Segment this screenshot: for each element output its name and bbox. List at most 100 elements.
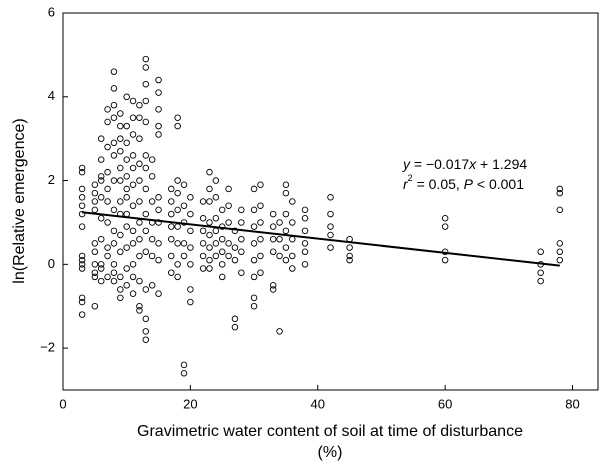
point	[282, 189, 290, 197]
point	[168, 210, 175, 218]
point	[155, 106, 162, 113]
point	[148, 235, 156, 243]
point	[257, 235, 264, 243]
point	[104, 244, 111, 251]
annotation-part: y	[402, 156, 411, 172]
point	[269, 282, 277, 289]
point	[238, 235, 245, 243]
annotation-part: = −0.017	[410, 156, 469, 172]
point	[301, 206, 309, 214]
point	[97, 215, 105, 222]
x-tick-label: 40	[311, 396, 325, 411]
point	[327, 210, 334, 218]
point	[129, 114, 137, 121]
point	[142, 152, 150, 159]
point	[136, 114, 143, 121]
point	[168, 269, 175, 276]
point	[91, 269, 99, 276]
point	[441, 215, 449, 222]
point	[129, 181, 137, 188]
point	[155, 219, 162, 226]
point	[142, 286, 150, 293]
point	[117, 122, 124, 130]
point	[78, 194, 86, 201]
x-tick-label: 20	[183, 396, 197, 411]
point	[250, 256, 258, 264]
point	[556, 206, 564, 214]
point	[327, 231, 334, 239]
point	[276, 252, 283, 260]
point	[155, 89, 162, 96]
point	[91, 261, 99, 268]
point	[257, 181, 264, 188]
point	[238, 219, 245, 226]
point	[136, 277, 143, 285]
point	[218, 261, 226, 268]
point	[556, 248, 564, 256]
point	[117, 110, 124, 117]
point	[136, 302, 143, 310]
point	[142, 164, 150, 172]
x-tick-label: 60	[438, 396, 452, 411]
point	[441, 223, 449, 230]
point	[168, 252, 175, 260]
point	[231, 227, 239, 235]
point	[91, 273, 99, 281]
point	[117, 198, 124, 205]
point	[148, 156, 156, 163]
point	[180, 181, 188, 188]
point	[225, 219, 232, 226]
point	[180, 240, 188, 247]
point	[301, 240, 309, 247]
point	[225, 252, 232, 260]
point	[110, 139, 118, 147]
point	[142, 55, 150, 63]
point	[206, 198, 213, 205]
plot-frame	[62, 12, 599, 391]
point	[129, 131, 137, 138]
point	[148, 282, 156, 289]
point	[123, 173, 130, 180]
point	[212, 240, 220, 247]
point	[276, 328, 283, 335]
y-tick-label: 6	[48, 4, 55, 19]
point	[199, 227, 207, 235]
point	[180, 361, 188, 369]
annotation-part: r	[403, 176, 409, 192]
point	[97, 177, 105, 184]
point	[142, 227, 150, 235]
point	[129, 202, 137, 209]
point	[110, 152, 118, 159]
point	[289, 198, 296, 205]
point	[327, 194, 334, 201]
fit-line	[81, 211, 560, 267]
y-axis-label: ln(Relative emergence)	[11, 118, 28, 283]
point	[117, 231, 124, 239]
point	[212, 252, 220, 260]
point	[142, 64, 150, 71]
point	[346, 244, 353, 251]
point	[180, 202, 188, 209]
point	[110, 261, 118, 268]
point	[142, 315, 150, 323]
point	[174, 177, 181, 184]
point	[104, 198, 111, 205]
x-tick-label: 0	[59, 396, 66, 411]
point	[168, 185, 175, 193]
point	[269, 235, 277, 243]
point	[206, 219, 213, 226]
point	[117, 164, 124, 172]
annotation-part: + 1.294	[476, 156, 527, 172]
point	[174, 189, 181, 197]
point	[346, 256, 353, 264]
point	[104, 118, 111, 126]
point	[282, 227, 290, 235]
point	[231, 315, 239, 323]
point	[78, 202, 86, 209]
point	[238, 269, 245, 276]
point	[97, 135, 105, 142]
point	[250, 206, 258, 214]
point	[142, 97, 150, 105]
point	[104, 252, 111, 260]
